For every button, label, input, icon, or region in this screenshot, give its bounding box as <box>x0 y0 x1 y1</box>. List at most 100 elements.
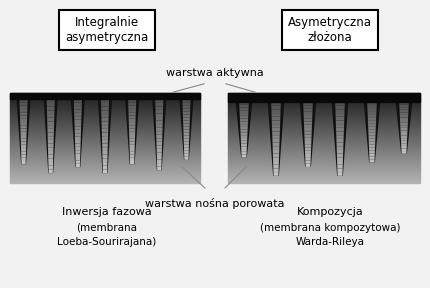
Polygon shape <box>156 121 163 124</box>
Polygon shape <box>101 99 109 103</box>
Polygon shape <box>399 110 408 112</box>
Polygon shape <box>240 127 247 130</box>
Bar <box>10 111 200 113</box>
Polygon shape <box>183 139 189 142</box>
Polygon shape <box>75 133 81 137</box>
Polygon shape <box>46 103 55 107</box>
Polygon shape <box>336 143 343 146</box>
Polygon shape <box>21 135 27 138</box>
Polygon shape <box>156 131 162 135</box>
Polygon shape <box>336 165 342 168</box>
Polygon shape <box>399 120 407 123</box>
Polygon shape <box>183 130 189 132</box>
Polygon shape <box>271 120 280 124</box>
Polygon shape <box>156 145 162 149</box>
Polygon shape <box>183 132 189 136</box>
Polygon shape <box>304 160 310 164</box>
Bar <box>227 144 419 145</box>
Polygon shape <box>157 160 161 163</box>
Bar <box>227 153 419 154</box>
Polygon shape <box>369 156 374 160</box>
Polygon shape <box>74 99 82 103</box>
Polygon shape <box>129 138 135 141</box>
Polygon shape <box>367 117 375 120</box>
Bar <box>227 102 419 103</box>
Polygon shape <box>182 118 190 120</box>
Polygon shape <box>129 141 135 145</box>
Polygon shape <box>366 105 376 108</box>
Polygon shape <box>47 129 54 132</box>
Polygon shape <box>46 99 55 103</box>
Text: (membrana: (membrana <box>76 223 137 233</box>
Bar <box>227 143 419 144</box>
Polygon shape <box>21 158 26 161</box>
Bar <box>227 129 419 130</box>
Bar <box>227 103 419 105</box>
Polygon shape <box>101 122 108 125</box>
Bar <box>227 171 419 173</box>
Polygon shape <box>240 130 247 132</box>
Polygon shape <box>183 142 189 145</box>
Polygon shape <box>272 135 279 139</box>
Polygon shape <box>303 122 311 125</box>
Polygon shape <box>102 144 108 147</box>
Bar <box>227 179 419 180</box>
Polygon shape <box>336 157 342 161</box>
Bar <box>10 141 200 143</box>
Bar <box>227 170 419 171</box>
Polygon shape <box>129 135 135 138</box>
Polygon shape <box>335 106 344 109</box>
Bar <box>227 149 419 150</box>
Polygon shape <box>239 116 248 119</box>
Polygon shape <box>400 143 406 146</box>
Polygon shape <box>239 110 248 113</box>
Polygon shape <box>367 120 375 123</box>
Polygon shape <box>337 172 342 176</box>
Polygon shape <box>129 122 135 125</box>
Polygon shape <box>75 154 80 157</box>
Polygon shape <box>74 109 81 113</box>
Polygon shape <box>239 107 248 110</box>
Polygon shape <box>47 122 54 125</box>
Bar <box>227 151 419 153</box>
Polygon shape <box>74 126 81 130</box>
Polygon shape <box>184 145 188 148</box>
Polygon shape <box>20 128 27 132</box>
Polygon shape <box>336 146 343 150</box>
Polygon shape <box>271 113 280 117</box>
Bar <box>227 173 419 174</box>
Bar <box>10 129 200 130</box>
Bar <box>10 175 200 177</box>
Polygon shape <box>395 102 412 154</box>
Polygon shape <box>241 155 246 157</box>
Polygon shape <box>240 132 247 135</box>
Bar <box>227 177 419 179</box>
Polygon shape <box>21 154 26 158</box>
Bar <box>227 150 419 151</box>
Polygon shape <box>335 139 343 143</box>
Bar <box>10 105 200 107</box>
Polygon shape <box>400 149 406 151</box>
Polygon shape <box>20 112 27 115</box>
Polygon shape <box>101 129 108 132</box>
Polygon shape <box>21 145 26 148</box>
Polygon shape <box>48 162 53 166</box>
Bar <box>10 109 200 111</box>
Polygon shape <box>368 135 375 138</box>
Polygon shape <box>74 116 81 120</box>
Polygon shape <box>335 124 343 128</box>
Polygon shape <box>21 132 27 135</box>
Polygon shape <box>47 125 54 129</box>
Polygon shape <box>273 168 278 172</box>
Bar <box>227 99 419 101</box>
Polygon shape <box>369 160 374 162</box>
Bar <box>10 173 200 174</box>
Polygon shape <box>156 124 162 128</box>
Polygon shape <box>400 136 406 138</box>
Polygon shape <box>271 117 280 120</box>
Polygon shape <box>156 149 162 152</box>
Bar <box>227 154 419 156</box>
Bar <box>227 147 419 149</box>
Polygon shape <box>155 110 163 113</box>
Polygon shape <box>76 164 80 167</box>
